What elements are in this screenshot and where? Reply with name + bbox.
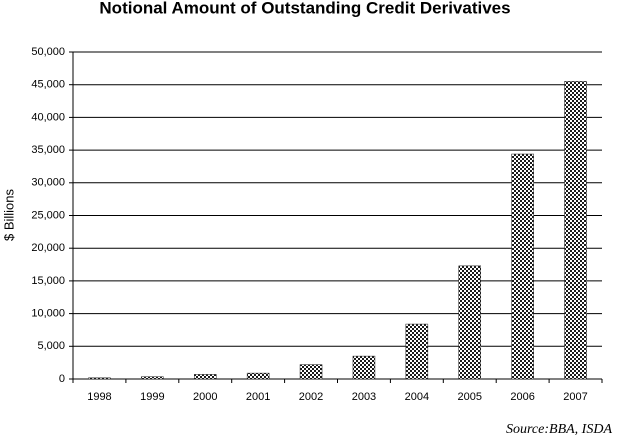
bar (141, 376, 164, 380)
y-tick-label: 30,000 (31, 177, 65, 189)
x-tick-label: 2006 (510, 391, 534, 403)
y-tick-label: 0 (59, 373, 65, 385)
y-tick-label: 45,000 (31, 79, 65, 91)
bar (299, 364, 323, 380)
x-tick-label: 2000 (193, 391, 217, 403)
y-tick-label: 20,000 (31, 242, 65, 254)
x-tick-label: 1998 (87, 391, 111, 403)
source-note: Source:BBA, ISDA (506, 422, 612, 437)
bar (511, 153, 534, 380)
x-tick-label: 2007 (563, 391, 587, 403)
bar (352, 355, 376, 380)
bar (88, 377, 111, 380)
y-tick-label: 10,000 (31, 308, 65, 320)
y-axis-label: $ Billions (1, 188, 16, 241)
bar (458, 265, 481, 380)
y-tick-label: 40,000 (31, 111, 65, 123)
y-tick-label: 15,000 (31, 275, 65, 287)
y-tick-label: 50,000 (31, 46, 65, 58)
x-tick-label: 2005 (458, 391, 482, 403)
bar (405, 323, 429, 380)
y-tick-label: 35,000 (31, 144, 65, 156)
y-tick-label: 25,000 (31, 209, 65, 221)
bar (564, 81, 587, 380)
x-tick-label: 2004 (405, 391, 429, 403)
x-tick-label: 2002 (299, 391, 323, 403)
x-tick-label: 1999 (140, 391, 164, 403)
y-tick-label: 5,000 (37, 340, 65, 352)
x-tick-label: 2001 (246, 391, 270, 403)
chart-title: Notional Amount of Outstanding Credit De… (99, 0, 510, 17)
bar (194, 374, 217, 380)
x-tick-label: 2003 (352, 391, 376, 403)
bar (246, 372, 270, 380)
